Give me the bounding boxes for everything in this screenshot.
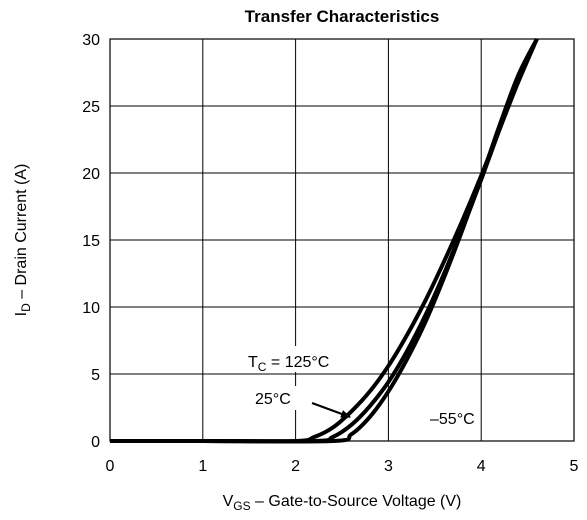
y-tick-label-5: 25 bbox=[82, 99, 100, 116]
y-tick-label-4: 20 bbox=[82, 166, 100, 183]
y-axis-label: ID – Drain Current (A) bbox=[13, 164, 33, 317]
x-tick-label-2: 2 bbox=[291, 458, 300, 475]
y-tick-label-6: 30 bbox=[82, 32, 100, 49]
x-tick-label-5: 5 bbox=[570, 458, 579, 475]
y-tick-label-0: 0 bbox=[91, 434, 100, 451]
annotation-25c-arrow bbox=[311, 402, 351, 418]
annotation-125c: TC = 125°C bbox=[248, 354, 329, 374]
annotation-25c: 25°C bbox=[255, 391, 291, 408]
x-axis-label: VGS – Gate-to-Source Voltage (V) bbox=[223, 493, 462, 513]
y-tick-label-1: 5 bbox=[91, 367, 100, 384]
x-tick-label-0: 0 bbox=[106, 458, 115, 475]
annotation-25c-background bbox=[252, 386, 304, 410]
x-tick-label-1: 1 bbox=[198, 458, 207, 475]
annotation-background bbox=[238, 346, 352, 372]
x-tick-label-4: 4 bbox=[477, 458, 486, 475]
chart-title: Transfer Characteristics bbox=[245, 7, 440, 26]
y-tick-label-3: 15 bbox=[82, 233, 100, 250]
annotation-minus55c: –55°C bbox=[430, 411, 475, 428]
plot-area-border bbox=[109, 38, 575, 442]
y-tick-label-2: 10 bbox=[82, 300, 100, 317]
grid-lines bbox=[110, 39, 574, 441]
x-tick-label-3: 3 bbox=[384, 458, 393, 475]
tick-labels: 0 1 2 3 4 5 0 5 10 15 20 25 30 bbox=[82, 32, 578, 475]
